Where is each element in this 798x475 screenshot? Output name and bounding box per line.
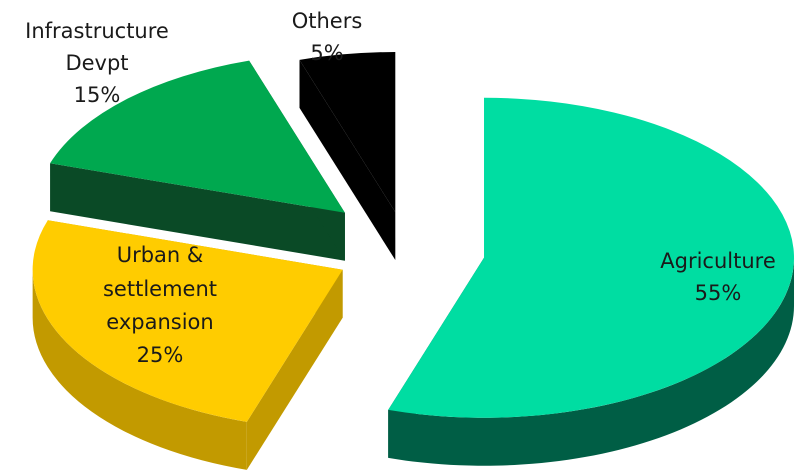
slice-wall-urban-settlement-expansion-0: [246, 269, 343, 470]
label-others: Others 5%: [292, 9, 363, 65]
label-agriculture: Agriculture 55%: [660, 249, 776, 305]
label-urban-value: 25%: [137, 343, 184, 367]
slice-tops: [32, 52, 795, 422]
label-agriculture-value: 55%: [695, 281, 742, 305]
slice-others: [299, 52, 396, 213]
slice-side-others: [299, 59, 396, 261]
label-infrastructure-line1: Infrastructure: [25, 19, 169, 43]
label-others-value: 5%: [310, 41, 343, 65]
label-urban-line3: expansion: [106, 310, 213, 334]
slice-wall-infrastructure-devpt-0: [50, 163, 345, 261]
label-others-name: Others: [292, 9, 363, 33]
label-infrastructure: Infrastructure Devpt 15%: [25, 19, 169, 107]
slice-wall-others-0: [299, 59, 396, 261]
label-infrastructure-value: 15%: [74, 83, 121, 107]
label-urban-line2: settlement: [103, 277, 217, 301]
label-agriculture-name: Agriculture: [660, 249, 776, 273]
slice-urban-settlement-expansion: [32, 220, 343, 422]
slice-rim-agriculture-0: [388, 257, 795, 466]
slice-agriculture: [388, 97, 795, 418]
slice-infrastructure-devpt: [50, 60, 345, 213]
label-infrastructure-line2: Devpt: [65, 51, 128, 75]
label-urban-line1: Urban &: [117, 243, 204, 267]
label-urban: Urban & settlement expansion 25%: [103, 243, 217, 367]
slice-rim-urban-settlement-expansion-0: [32, 269, 247, 470]
